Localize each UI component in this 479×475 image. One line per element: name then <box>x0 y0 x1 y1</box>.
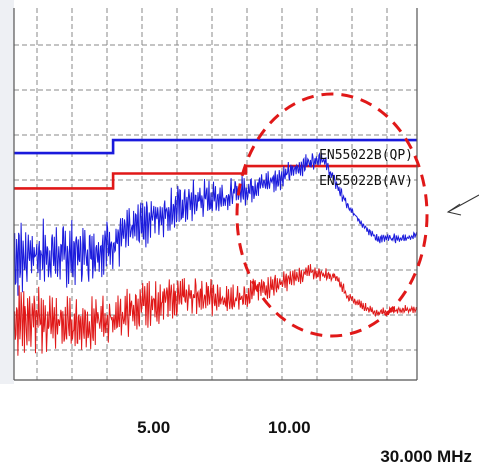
qp-trace <box>13 151 418 296</box>
av-trace <box>13 264 418 356</box>
unit-label: 30.000 MHz <box>380 447 472 466</box>
plot-frame <box>13 8 418 381</box>
bottom-band <box>0 384 479 470</box>
annotation-arrow-shaft <box>447 194 479 213</box>
highlight-ellipse <box>235 92 429 338</box>
limit-label-qp: EN55022B(QP) <box>319 148 413 163</box>
limit-labels: EN55022B(QP) EN55022B(AV) <box>319 148 413 189</box>
highlight-annotation <box>235 92 479 338</box>
x-tick-label-0: 5.00 <box>137 418 170 437</box>
measurement-traces <box>13 151 418 356</box>
limit-line-av <box>14 164 417 190</box>
annotation-arrow-head <box>446 203 462 216</box>
limit-label-av: EN55022B(AV) <box>319 174 413 189</box>
left-shadow <box>0 0 14 470</box>
limit-lines <box>14 138 417 190</box>
limit-line-qp <box>14 138 417 155</box>
x-tick-labels: 5.00 10.00 <box>137 418 311 437</box>
x-tick-label-1: 10.00 <box>268 418 311 437</box>
